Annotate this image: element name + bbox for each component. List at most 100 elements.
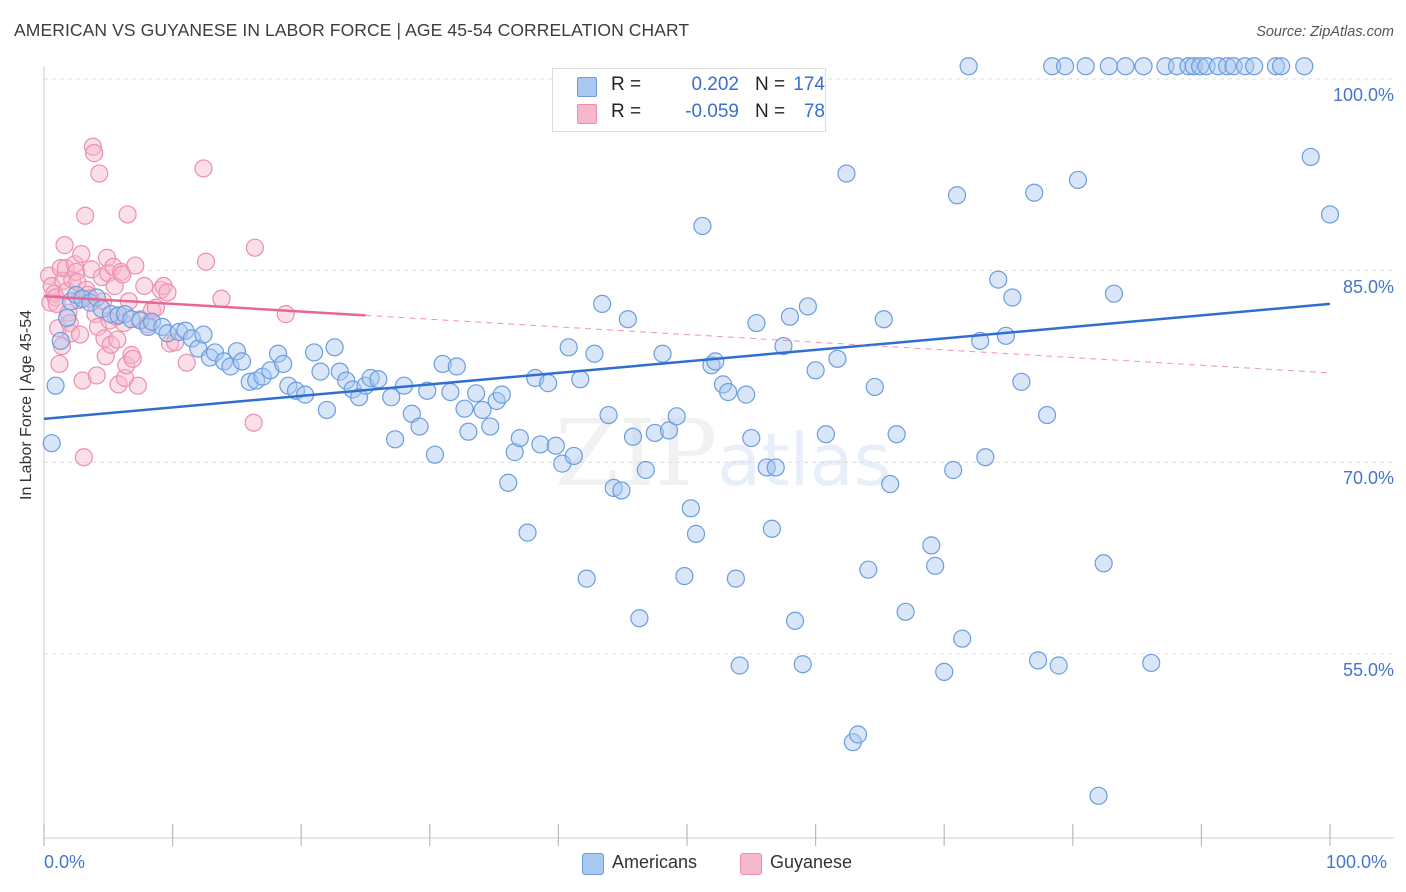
legend-r-label: R = <box>611 101 642 122</box>
legend-n-label: N = <box>755 101 786 122</box>
y-tick-label: 100.0% <box>1332 85 1394 105</box>
american-point <box>481 417 500 436</box>
american-point <box>42 434 61 453</box>
american-point <box>659 421 679 440</box>
american-point <box>780 307 799 326</box>
american-point <box>762 519 781 538</box>
american-point <box>158 324 177 343</box>
american-point <box>612 481 631 500</box>
american-point <box>539 374 558 393</box>
american-point <box>865 377 884 397</box>
american-point <box>1099 57 1118 76</box>
american-point <box>410 417 429 436</box>
american-point <box>1266 57 1286 76</box>
correlation-legend: R = 0.202 N = 174 R = -0.059 N = 78 <box>552 68 826 132</box>
american-point <box>1116 57 1135 76</box>
source-credit: Source: ZipAtlas.com <box>1256 24 1394 40</box>
axes <box>43 66 1394 846</box>
american-point <box>418 381 437 400</box>
american-point <box>837 164 856 183</box>
legend-r-value: 0.202 <box>691 74 739 95</box>
american-point <box>559 338 578 357</box>
american-point <box>944 460 963 480</box>
american-point <box>317 400 337 420</box>
american-point <box>953 629 972 648</box>
american-point <box>730 656 749 675</box>
guyanese-swatch <box>577 104 597 124</box>
american-point <box>1028 651 1048 670</box>
guyanese-point <box>65 255 84 274</box>
guyanese-point <box>88 317 108 336</box>
american-point <box>101 305 120 324</box>
american-point <box>693 216 712 236</box>
american-point <box>806 361 825 380</box>
american-point <box>1320 205 1340 224</box>
american-point <box>58 308 77 328</box>
american-point <box>742 428 761 448</box>
guyanese-point <box>177 353 196 372</box>
american-point <box>599 405 618 425</box>
trend-lines <box>43 294 1331 421</box>
american-point <box>848 725 868 744</box>
chart-title: AMERICAN VS GUYANESE IN LABOR FORCE | AG… <box>14 20 690 40</box>
american-point <box>747 313 766 333</box>
american-point <box>87 288 106 307</box>
american-point <box>221 357 240 376</box>
guyanese-point <box>87 366 106 385</box>
guyanese-point <box>194 159 213 178</box>
american-point <box>499 473 518 492</box>
american-point <box>1037 405 1057 425</box>
american-point <box>1068 170 1088 190</box>
american-point <box>459 422 478 441</box>
american-point <box>726 569 745 588</box>
american-point <box>996 326 1016 345</box>
american-point <box>142 312 162 331</box>
american-point <box>268 344 288 363</box>
american-point <box>385 430 405 449</box>
legend-r-value: -0.059 <box>685 101 739 122</box>
guyanese-point <box>85 144 104 163</box>
guyanese-point <box>97 248 117 267</box>
guyanese-point <box>128 376 147 395</box>
american-point <box>922 536 941 555</box>
americans-swatch <box>577 77 597 97</box>
american-point <box>675 566 694 586</box>
american-point <box>369 370 388 389</box>
american-point <box>706 352 725 371</box>
legend-label-guyanese: Guyanese <box>770 852 853 872</box>
american-point <box>531 435 550 454</box>
american-point <box>46 376 65 395</box>
american-point <box>1142 653 1161 673</box>
american-point <box>793 655 812 674</box>
american-point <box>686 524 706 543</box>
american-point <box>667 407 686 426</box>
american-point <box>766 458 785 477</box>
guyanese-point <box>245 238 265 257</box>
american-point <box>653 344 672 363</box>
american-point <box>51 331 70 351</box>
american-point <box>1191 57 1210 76</box>
american-point <box>618 310 637 329</box>
american-point <box>976 448 995 467</box>
guyanese-point <box>83 137 102 156</box>
american-point <box>564 446 583 466</box>
american-point <box>349 388 369 407</box>
american-point <box>1043 57 1062 76</box>
american-point <box>1301 147 1320 167</box>
legend-label-americans: Americans <box>612 852 698 872</box>
american-point <box>785 611 805 630</box>
legend-n-label: N = <box>755 74 786 95</box>
american-point <box>232 352 252 371</box>
american-point <box>585 344 604 363</box>
guyanese-point <box>244 413 263 432</box>
american-point <box>577 569 596 588</box>
guyanese-point <box>76 206 95 225</box>
american-point <box>194 325 213 344</box>
legend-n-value: 78 <box>803 101 825 122</box>
american-point <box>1104 284 1124 303</box>
american-point <box>325 338 344 357</box>
american-point <box>887 425 906 444</box>
guyanese-point <box>73 371 92 390</box>
guyanese-point <box>90 164 109 183</box>
